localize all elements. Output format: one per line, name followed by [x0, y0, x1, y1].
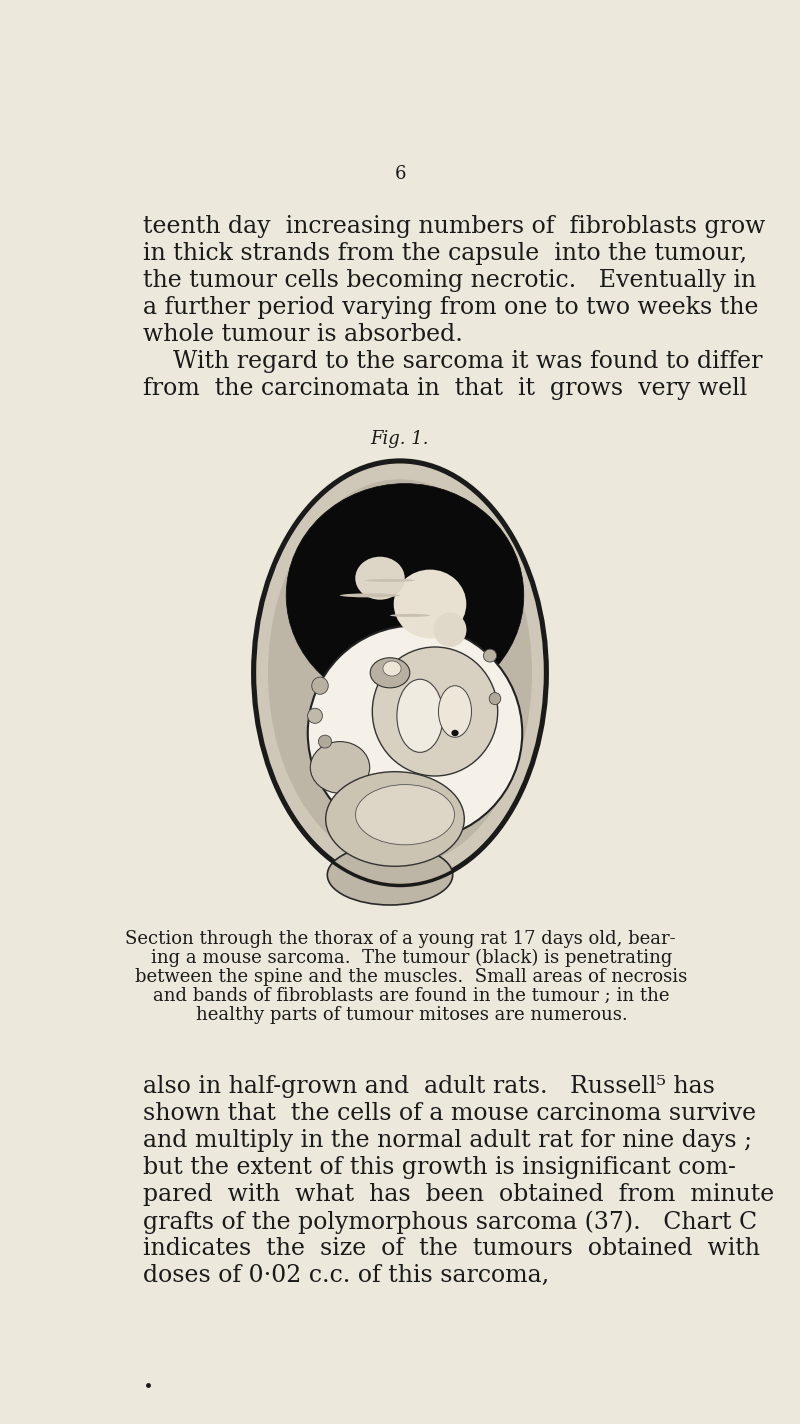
- Text: from  the carcinomata in  that  it  grows  very well: from the carcinomata in that it grows ve…: [143, 377, 747, 400]
- Text: healthy parts of tumour mitoses are numerous.: healthy parts of tumour mitoses are nume…: [173, 1005, 627, 1024]
- Text: and bands of fibroblasts are found in the tumour ; in the: and bands of fibroblasts are found in th…: [130, 987, 670, 1005]
- Ellipse shape: [310, 742, 370, 793]
- Ellipse shape: [365, 580, 415, 582]
- Ellipse shape: [490, 692, 501, 705]
- Ellipse shape: [370, 658, 410, 688]
- Ellipse shape: [318, 735, 332, 748]
- Text: indicates  the  size  of  the  tumours  obtained  with: indicates the size of the tumours obtain…: [143, 1237, 760, 1260]
- Text: in thick strands from the capsule  into the tumour,: in thick strands from the capsule into t…: [143, 242, 747, 265]
- Text: Fig. 1.: Fig. 1.: [370, 430, 430, 449]
- Text: 6: 6: [394, 165, 406, 184]
- Text: grafts of the polymorphous sarcoma (37).   Chart C: grafts of the polymorphous sarcoma (37).…: [143, 1210, 757, 1233]
- Text: also in half-grown and  adult rats.   Russell⁵ has: also in half-grown and adult rats. Russe…: [143, 1075, 715, 1098]
- Text: between the spine and the muscles.  Small areas of necrosis: between the spine and the muscles. Small…: [112, 968, 688, 985]
- Text: pared  with  what  has  been  obtained  from  minute: pared with what has been obtained from m…: [143, 1183, 774, 1206]
- Ellipse shape: [268, 480, 532, 866]
- Ellipse shape: [355, 785, 454, 844]
- Ellipse shape: [390, 614, 430, 617]
- Text: ing a mouse sarcoma.  The tumour (black) is penetrating: ing a mouse sarcoma. The tumour (black) …: [128, 948, 672, 967]
- Ellipse shape: [438, 686, 471, 738]
- Text: doses of 0·02 c.c. of this sarcoma,: doses of 0·02 c.c. of this sarcoma,: [143, 1265, 550, 1287]
- Ellipse shape: [397, 679, 443, 752]
- Ellipse shape: [451, 729, 458, 736]
- Ellipse shape: [307, 708, 322, 723]
- Ellipse shape: [434, 612, 466, 646]
- Text: Section through the thorax of a young rat 17 days old, bear-: Section through the thorax of a young ra…: [125, 930, 675, 948]
- Text: whole tumour is absorbed.: whole tumour is absorbed.: [143, 323, 463, 346]
- Ellipse shape: [394, 570, 466, 638]
- Ellipse shape: [383, 661, 401, 676]
- Ellipse shape: [483, 649, 497, 662]
- Text: the tumour cells becoming necrotic.   Eventually in: the tumour cells becoming necrotic. Even…: [143, 269, 756, 292]
- Text: a further period varying from one to two weeks the: a further period varying from one to two…: [143, 296, 758, 319]
- Ellipse shape: [254, 463, 546, 883]
- Ellipse shape: [326, 772, 464, 866]
- Ellipse shape: [372, 646, 498, 776]
- Text: shown that  the cells of a mouse carcinoma survive: shown that the cells of a mouse carcinom…: [143, 1102, 756, 1125]
- Text: teenth day  increasing numbers of  fibroblasts grow: teenth day increasing numbers of fibrobl…: [143, 215, 766, 238]
- Text: and multiply in the normal adult rat for nine days ;: and multiply in the normal adult rat for…: [143, 1129, 752, 1152]
- Text: With regard to the sarcoma it was found to differ: With regard to the sarcoma it was found …: [143, 350, 762, 373]
- Ellipse shape: [286, 484, 524, 708]
- Ellipse shape: [308, 625, 522, 840]
- Ellipse shape: [340, 594, 400, 598]
- Ellipse shape: [312, 676, 328, 695]
- Text: but the extent of this growth is insignificant com-: but the extent of this growth is insigni…: [143, 1156, 736, 1179]
- Ellipse shape: [355, 557, 405, 600]
- Ellipse shape: [327, 844, 453, 906]
